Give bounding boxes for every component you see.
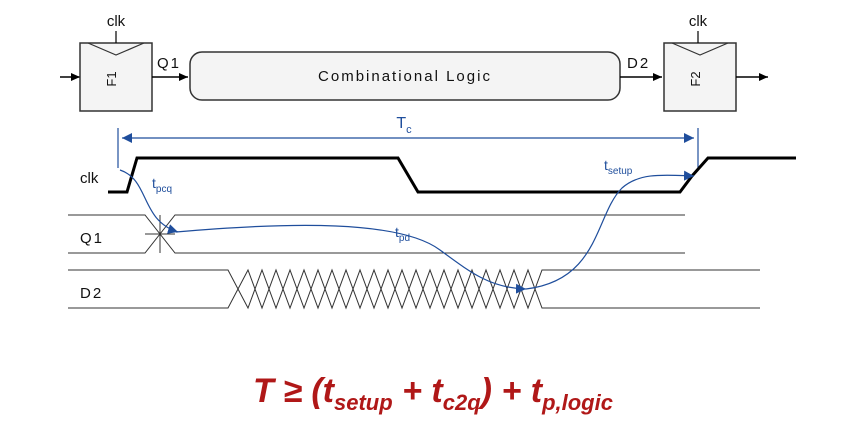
clock-triangle-icon <box>87 42 145 56</box>
formula-sub-c2q: c2q <box>442 390 481 415</box>
clock-triangle-icon <box>671 42 729 56</box>
flop-f1-label: F1 <box>104 71 119 86</box>
tpcq-label: tpcq <box>152 175 172 195</box>
formula-lhs: T ≥ (t <box>253 372 334 410</box>
tpcq-arrow <box>119 169 179 234</box>
flop-f2-clk-label: clk <box>689 13 708 30</box>
q1-waveform <box>68 214 685 254</box>
formula-sub-plogic: p,logic <box>542 390 613 415</box>
q1-signal-label: Q1 <box>80 230 104 247</box>
timing-constraint-formula: T ≥ (tsetup + tc2q) + tp,logic <box>0 372 866 416</box>
formula-mid1: + t <box>392 372 443 410</box>
q1-net-label: Q1 <box>157 55 181 72</box>
timing-waveforms: Tc clk Q1 D2 tpcq tpd tsetup <box>68 115 796 310</box>
clk-signal-label: clk <box>80 170 99 187</box>
tpd-arrow <box>175 224 527 294</box>
formula-sub-setup: setup <box>333 390 393 415</box>
circuit-schematic: F1 clk Q1 Combinational Logic D2 F2 clk <box>60 13 768 112</box>
tc-label: Tc <box>396 115 412 136</box>
formula-mid2: ) + t <box>480 372 543 410</box>
combinational-logic-block <box>189 51 621 101</box>
tpd-label: tpd <box>395 224 410 244</box>
d2-net-label: D2 <box>627 55 650 72</box>
clk-waveform <box>108 156 796 194</box>
tsetup-arrow <box>525 170 695 290</box>
d2-signal-label: D2 <box>80 285 103 302</box>
logic-label: Combinational Logic <box>318 68 492 85</box>
d2-waveform <box>68 268 760 310</box>
flop-f1-clk-label: clk <box>107 13 126 30</box>
flop-f2-label: F2 <box>688 71 703 86</box>
timing-diagram: F1 clk Q1 Combinational Logic D2 F2 clk … <box>60 13 796 310</box>
flop-f2: F2 <box>663 31 737 112</box>
flop-f1: F1 <box>79 31 153 112</box>
tsetup-label: tsetup <box>604 157 633 177</box>
